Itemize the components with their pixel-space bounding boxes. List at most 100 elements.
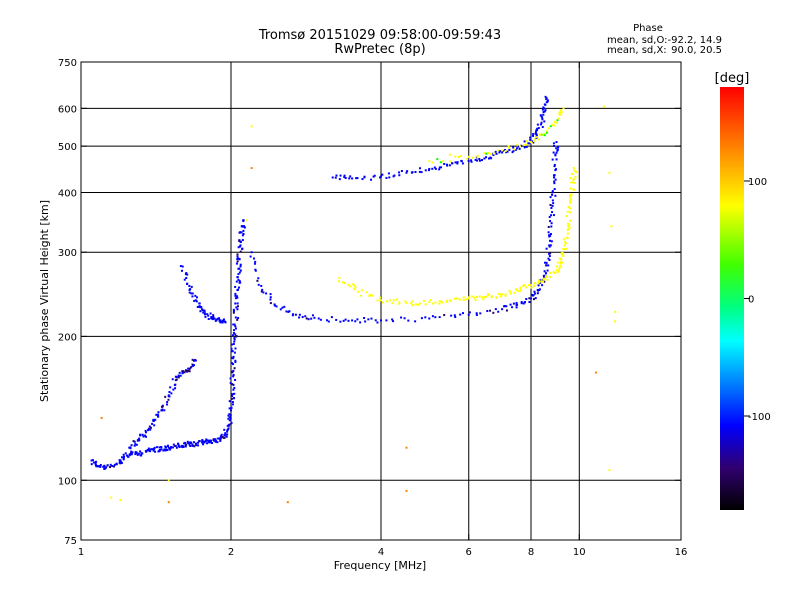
data-point [557,145,560,148]
data-point [212,438,215,441]
data-point [520,301,523,304]
data-point [553,180,556,183]
data-point [231,356,234,359]
data-point [273,303,276,306]
data-point [351,319,354,322]
x-tick-label: 16 [675,547,688,558]
data-point [536,129,539,132]
data-point [549,275,552,278]
data-point [428,160,431,163]
data-point [239,265,242,268]
data-point [311,314,314,317]
data-point [571,181,574,184]
data-point [459,155,462,158]
data-point [109,466,112,469]
data-point [178,446,181,449]
data-point [194,299,197,302]
data-point [556,119,559,122]
data-point [400,316,403,319]
data-point [480,159,483,162]
data-point [566,228,569,231]
data-point [234,378,237,381]
data-point [529,138,532,141]
data-point [212,315,215,318]
data-point [557,117,560,120]
data-point [130,450,133,453]
data-point [335,174,338,177]
data-point [360,294,363,297]
data-point [262,291,265,294]
data-point [239,281,242,284]
y-tick-label: 100 [58,476,77,487]
data-point [555,141,558,144]
data-point [550,206,553,209]
data-point [537,284,540,287]
data-point [516,143,519,146]
data-point [551,158,554,161]
data-point [147,427,150,430]
data-point [236,302,239,305]
data-point [516,290,519,293]
data-point [226,424,229,427]
data-point [186,282,189,285]
data-point [545,131,548,134]
data-point [569,207,572,210]
data-point [509,303,512,306]
data-point [443,314,446,317]
data-point [459,313,462,316]
data-point [552,124,555,127]
data-point [555,151,558,154]
data-point [128,446,131,449]
data-point [554,169,557,172]
data-point [191,358,194,361]
data-point [566,210,569,213]
data-point [471,156,474,159]
data-point [467,297,470,300]
data-point [201,439,204,442]
data-point [370,317,373,320]
data-point [371,294,374,297]
data-point [121,456,124,459]
data-point [298,316,301,319]
data-point [228,413,231,416]
data-point [163,448,166,451]
data-point [165,446,168,449]
data-point [144,450,147,453]
data-point [250,167,253,170]
data-point [489,153,492,156]
data-point [224,432,227,435]
data-point [525,286,528,289]
data-point [552,151,555,154]
data-point [238,280,241,283]
data-point [163,409,166,412]
data-point [233,386,236,389]
data-point [512,302,515,305]
data-point [387,172,390,175]
data-point [239,269,242,272]
data-point [231,401,234,404]
data-point [354,320,357,323]
data-point [230,361,233,364]
data-point [546,100,549,103]
data-point [122,457,125,460]
data-point [239,244,242,247]
data-point [392,320,395,323]
data-point [197,441,200,444]
data-point [446,163,449,166]
data-point [518,145,521,148]
data-point [90,459,93,462]
data-point [388,176,391,179]
data-point [504,150,507,153]
data-point [195,442,198,445]
data-point [232,331,235,334]
data-point [192,359,195,362]
data-point [347,319,350,322]
data-point [543,103,546,106]
data-point [456,297,459,300]
data-point [167,394,170,397]
data-point [507,146,510,149]
data-point [363,175,366,178]
data-point [489,309,492,312]
data-point [559,264,562,267]
colorbar-tick-label: 100 [748,177,767,188]
